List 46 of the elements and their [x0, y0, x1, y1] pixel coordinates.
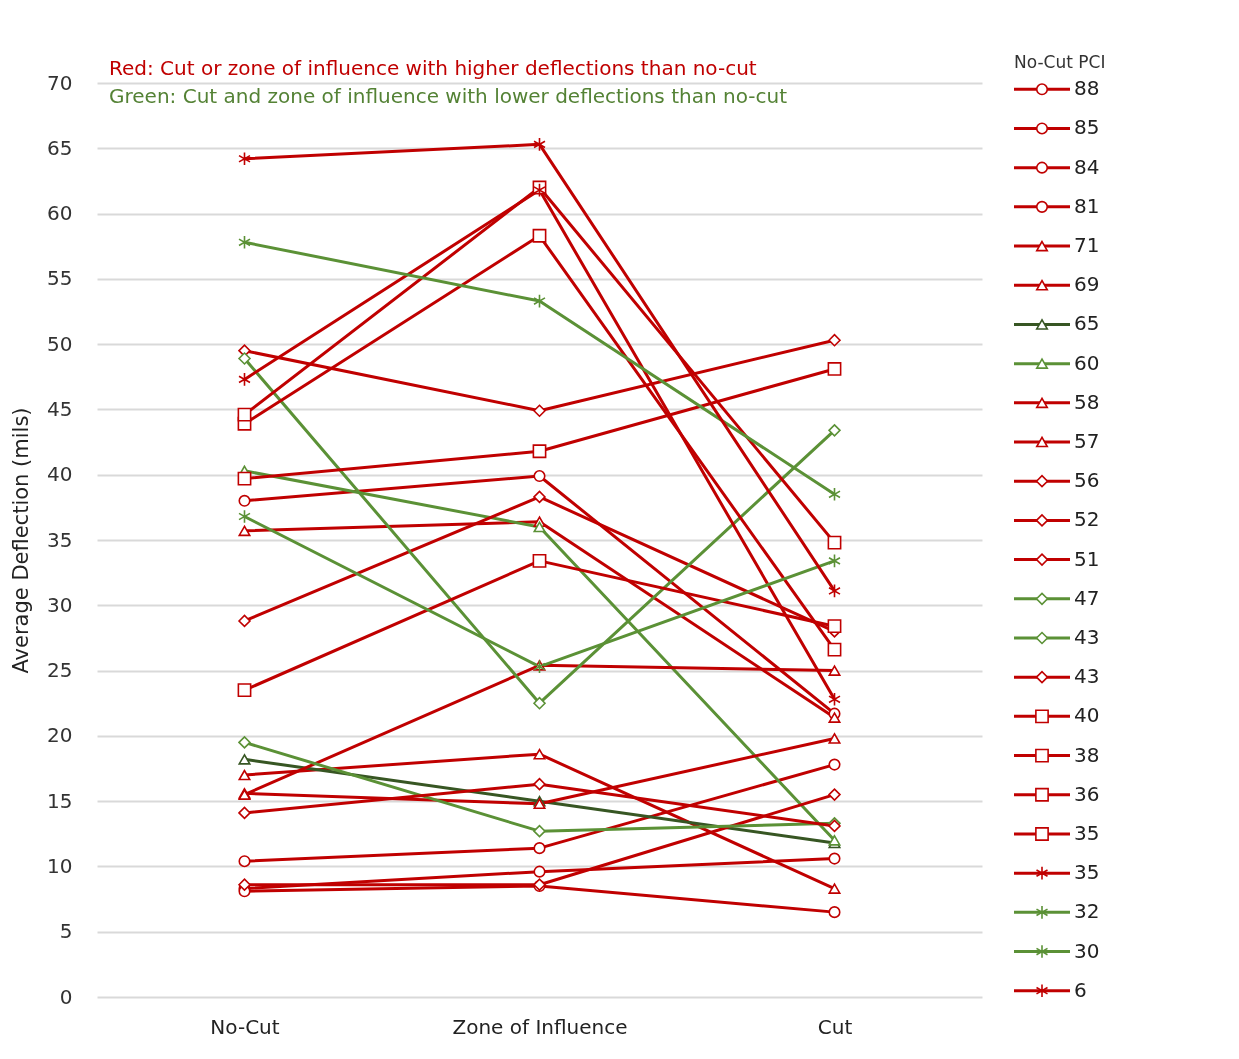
x-tick-label: Zone of Influence — [452, 1014, 628, 1039]
legend-label: 60 — [1074, 350, 1100, 375]
y-tick-label: 45 — [47, 396, 73, 421]
y-tick-label: 60 — [47, 201, 73, 226]
legend-label: 58 — [1074, 389, 1100, 414]
y-tick-label: 5 — [59, 919, 73, 944]
legend-label: 38 — [1074, 742, 1100, 767]
x-tick-label: Cut — [817, 1014, 853, 1039]
legend-label: 43 — [1074, 624, 1100, 649]
legend-label: 71 — [1074, 233, 1100, 258]
y-tick-label: 10 — [47, 853, 73, 878]
legend-label: 56 — [1074, 468, 1100, 493]
legend-label: 65 — [1074, 311, 1100, 336]
y-tick-label: 40 — [47, 462, 73, 487]
y-tick-label: 15 — [47, 788, 73, 813]
y-tick-label: 70 — [47, 70, 73, 95]
annotation: Green: Cut and zone of influence with lower deflections than no-cut — [109, 84, 788, 108]
y-tick-label: 65 — [47, 135, 73, 160]
y-tick-label: 25 — [47, 658, 73, 683]
legend-label: 69 — [1074, 272, 1100, 297]
legend-label: 43 — [1074, 664, 1100, 689]
legend-label: 81 — [1074, 193, 1100, 218]
legend-label: 36 — [1074, 781, 1100, 806]
legend-label: 35 — [1074, 820, 1100, 845]
legend-label: 88 — [1074, 76, 1100, 101]
legend-label: 32 — [1074, 899, 1100, 924]
text: Red: Cut or zone of influence with higher deflections than no-cut — [109, 56, 757, 80]
legend-label: 51 — [1074, 546, 1100, 571]
legend-label: 84 — [1074, 154, 1100, 179]
legend-label: 40 — [1074, 703, 1100, 728]
legend-label: 52 — [1074, 507, 1100, 532]
y-tick-label: 55 — [47, 266, 73, 291]
legend-label: 35 — [1074, 860, 1100, 885]
x-tick-label: No-Cut — [210, 1014, 280, 1039]
legend-label: 47 — [1074, 585, 1100, 610]
legend-label: 57 — [1074, 429, 1100, 454]
legend-label: 85 — [1074, 115, 1100, 140]
legend-label: 30 — [1074, 938, 1100, 963]
y-tick-label: 50 — [47, 331, 73, 356]
legend-label: 6 — [1074, 977, 1087, 1002]
y-tick-label: 30 — [47, 592, 73, 617]
y-tick-label: 0 — [59, 984, 73, 1009]
legend-title: No-Cut PCI — [1014, 52, 1106, 72]
y-tick-label: 20 — [47, 723, 73, 748]
y-axis-title: Average Deflection (mils) — [9, 407, 34, 674]
y-tick-label: 35 — [47, 527, 73, 552]
